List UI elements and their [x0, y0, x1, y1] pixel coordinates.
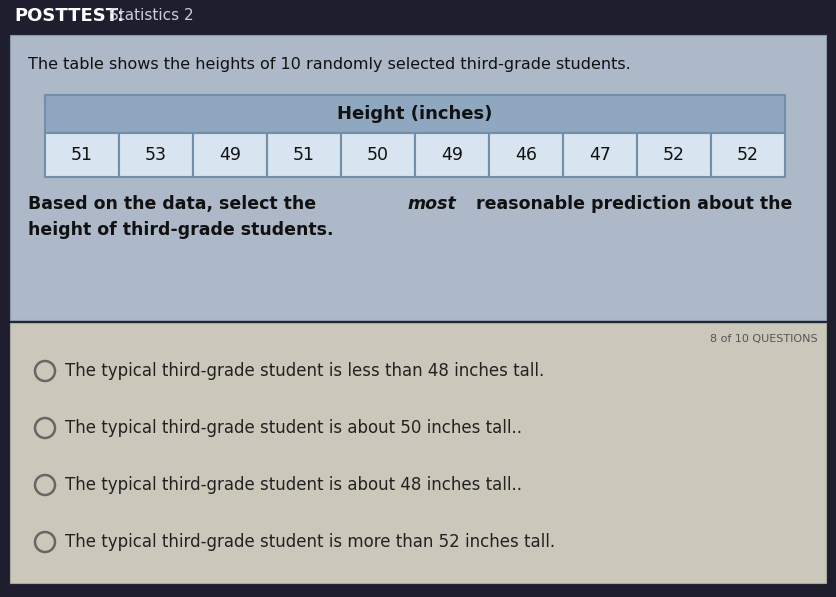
Text: 52: 52: [663, 146, 685, 164]
FancyBboxPatch shape: [193, 133, 267, 177]
Text: 51: 51: [293, 146, 315, 164]
Text: 53: 53: [145, 146, 167, 164]
FancyBboxPatch shape: [341, 133, 415, 177]
Text: The typical third-grade student is more than 52 inches tall.: The typical third-grade student is more …: [65, 533, 555, 551]
Text: The typical third-grade student is about 48 inches tall..: The typical third-grade student is about…: [65, 476, 522, 494]
FancyBboxPatch shape: [0, 0, 836, 32]
FancyBboxPatch shape: [415, 133, 489, 177]
FancyBboxPatch shape: [267, 133, 341, 177]
Text: Based on the data, select the: Based on the data, select the: [28, 195, 322, 213]
FancyBboxPatch shape: [119, 133, 193, 177]
FancyBboxPatch shape: [637, 133, 711, 177]
Text: The typical third-grade student is about 50 inches tall..: The typical third-grade student is about…: [65, 419, 522, 437]
Text: The typical third-grade student is less than 48 inches tall.: The typical third-grade student is less …: [65, 362, 544, 380]
Text: Statistics 2: Statistics 2: [109, 8, 194, 23]
Text: 49: 49: [441, 146, 463, 164]
FancyBboxPatch shape: [10, 35, 826, 320]
FancyBboxPatch shape: [10, 323, 826, 583]
Text: POSTTEST:: POSTTEST:: [14, 7, 125, 25]
FancyBboxPatch shape: [711, 133, 785, 177]
FancyBboxPatch shape: [45, 95, 785, 133]
FancyBboxPatch shape: [563, 133, 637, 177]
Text: Height (inches): Height (inches): [337, 105, 492, 123]
Text: 49: 49: [219, 146, 241, 164]
Text: 8 of 10 QUESTIONS: 8 of 10 QUESTIONS: [711, 334, 818, 344]
Text: 47: 47: [589, 146, 611, 164]
Text: 50: 50: [367, 146, 389, 164]
Text: 52: 52: [737, 146, 759, 164]
Text: height of third-grade students.: height of third-grade students.: [28, 221, 334, 239]
Text: most: most: [407, 195, 456, 213]
FancyBboxPatch shape: [489, 133, 563, 177]
Text: The table shows the heights of 10 randomly selected third-grade students.: The table shows the heights of 10 random…: [28, 57, 630, 72]
Text: 46: 46: [515, 146, 537, 164]
Text: reasonable prediction about the: reasonable prediction about the: [471, 195, 793, 213]
FancyBboxPatch shape: [45, 133, 119, 177]
Text: 51: 51: [71, 146, 93, 164]
